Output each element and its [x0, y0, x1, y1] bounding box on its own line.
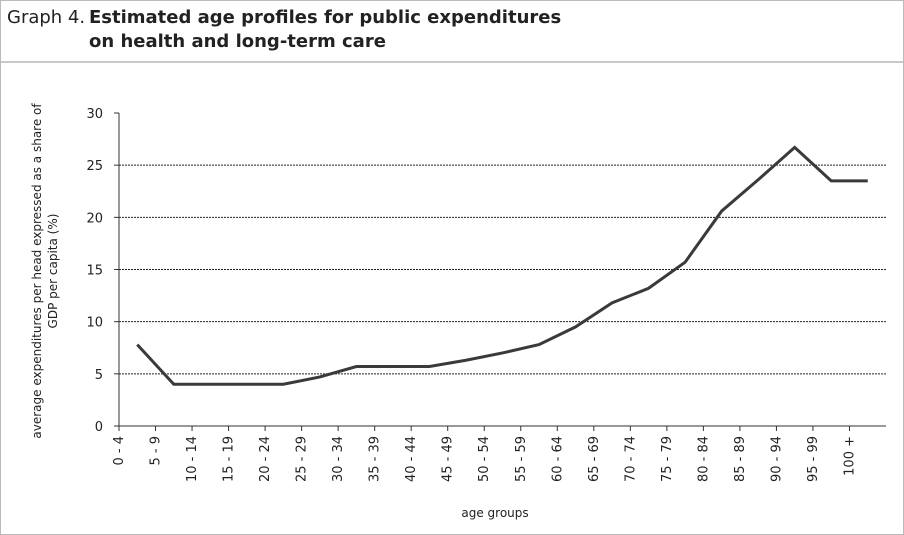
- x-tick-label: 35 - 39: [368, 436, 383, 482]
- x-tick-label: 10 - 14: [185, 436, 200, 482]
- chart-title: Estimated age profiles for public expend…: [89, 7, 562, 28]
- x-tick-label: 75 - 79: [660, 436, 675, 482]
- x-tick-label: 25 - 29: [295, 436, 310, 482]
- x-tick-label: 100 +: [842, 436, 857, 476]
- chart-title: on health and long-term care: [89, 31, 386, 52]
- y-tick-label: 25: [86, 159, 103, 174]
- x-tick-label: 40 - 44: [404, 436, 419, 482]
- x-tick-label: 70 - 74: [623, 436, 638, 482]
- y-axis-label: average expenditures per head expressed …: [30, 103, 44, 439]
- y-tick-label: 20: [86, 211, 103, 226]
- x-tick-label: 15 - 19: [222, 436, 237, 482]
- x-axis-label: age groups: [461, 506, 528, 520]
- x-tick-label: 50 - 54: [477, 436, 492, 482]
- y-tick-label: 30: [86, 107, 103, 122]
- y-axis-label: GDP per capita (%): [46, 214, 60, 329]
- x-tick-label: 85 - 89: [733, 436, 748, 482]
- x-tick-label: 20 - 24: [258, 436, 273, 482]
- x-tick-label: 90 - 94: [769, 436, 784, 482]
- x-tick-label: 0 - 4: [112, 436, 127, 466]
- y-tick-label: 0: [95, 420, 103, 435]
- x-tick-label: 55 - 59: [514, 436, 529, 482]
- x-tick-label: 45 - 49: [441, 436, 456, 482]
- x-tick-label: 80 - 84: [696, 436, 711, 482]
- y-tick-label: 10: [86, 316, 103, 331]
- header: Graph 4. Estimated age profiles for publ…: [1, 1, 903, 63]
- graph-label: Graph 4.: [7, 7, 86, 28]
- x-tick-label: 65 - 69: [587, 436, 602, 482]
- y-tick-label: 15: [86, 264, 103, 279]
- x-tick-label: 95 - 99: [806, 436, 821, 482]
- y-tick-label: 5: [95, 368, 103, 383]
- line: [136, 145, 868, 386]
- x-tick-label: 60 - 64: [550, 436, 565, 482]
- x-tick-label: 30 - 34: [331, 436, 346, 482]
- x-tick-label: 5 - 9: [149, 436, 164, 466]
